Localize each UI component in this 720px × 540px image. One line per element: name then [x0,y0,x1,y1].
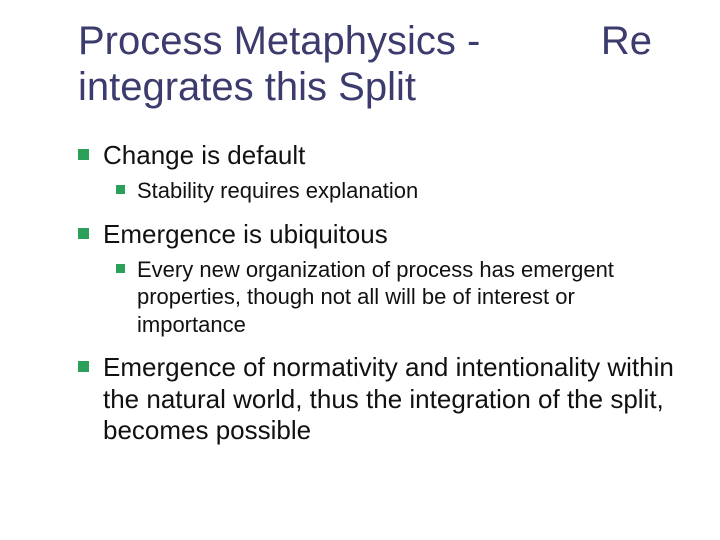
list-item: Emergence is ubiquitous [78,219,680,250]
title-row: Process Metaphysics -integrates this Spl… [78,18,680,110]
slide-title-right: Re [601,18,652,64]
square-bullet-icon [116,185,125,194]
list-item-text: Stability requires explanation [137,177,418,205]
list-item: Emergence of normativity and intentional… [78,352,680,446]
slide: Process Metaphysics -integrates this Spl… [0,0,720,540]
slide-title: Process Metaphysics -integrates this Spl… [78,18,518,110]
list-item: Change is default [78,140,680,171]
sublist: Stability requires explanation [116,177,680,205]
list-item-text: Emergence of normativity and intentional… [103,352,680,446]
list-item: Every new organization of process has em… [116,256,680,339]
list-item-text: Emergence is ubiquitous [103,219,388,250]
list-item: Stability requires explanation [116,177,680,205]
list-item-text: Change is default [103,140,305,171]
square-bullet-icon [78,228,89,239]
square-bullet-icon [78,149,89,160]
list-item-text: Every new organization of process has em… [137,256,680,339]
sublist: Every new organization of process has em… [116,256,680,339]
slide-body: Change is default Stability requires exp… [78,140,680,452]
square-bullet-icon [78,361,89,372]
square-bullet-icon [116,264,125,273]
